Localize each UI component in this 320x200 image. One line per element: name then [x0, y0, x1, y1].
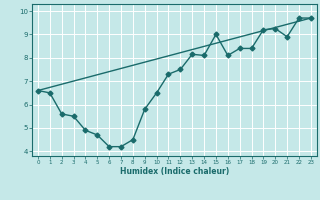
- X-axis label: Humidex (Indice chaleur): Humidex (Indice chaleur): [120, 167, 229, 176]
